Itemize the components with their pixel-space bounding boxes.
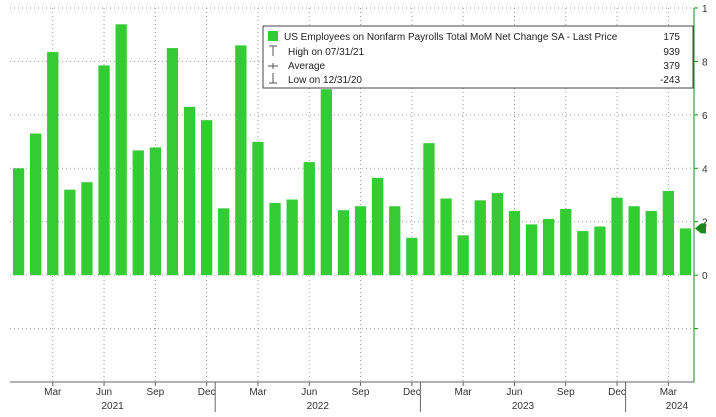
- x-tick-label: Dec: [198, 387, 216, 398]
- bar: [611, 197, 623, 276]
- axes: 0 2 4 6 8 1 Mar Jun Sep Dec Mar Jun Sep Dec Mar Jun Sep D…: [10, 4, 708, 412]
- bar: [543, 219, 555, 276]
- bar: [12, 168, 25, 276]
- bar: [354, 206, 367, 276]
- bar: [286, 199, 298, 276]
- bar: [525, 224, 538, 276]
- legend-average-label: Average: [288, 61, 326, 72]
- y-tick-label: 6: [702, 111, 708, 122]
- bar: [577, 231, 589, 276]
- last-price-marker: [695, 223, 706, 234]
- bar: [423, 143, 435, 276]
- legend-box: [262, 25, 694, 89]
- bar: [269, 203, 281, 276]
- bar: [508, 211, 521, 276]
- bars: [12, 24, 692, 276]
- bar: [115, 24, 127, 276]
- bar: [491, 193, 503, 276]
- y-tick-label: 1: [702, 4, 708, 15]
- legend: US Employees on Nonfarm Payrolls Total M…: [262, 25, 694, 89]
- x-tick-label: Mar: [455, 387, 473, 398]
- x-tick-label: Sep: [352, 387, 370, 398]
- legend-swatch: [268, 31, 278, 41]
- y-tick-label: 4: [702, 164, 708, 175]
- legend-last-price: 175: [663, 32, 680, 43]
- bar: [218, 208, 230, 276]
- average-marker-icon: [268, 63, 278, 69]
- bar: [64, 189, 76, 276]
- bar: [303, 162, 315, 276]
- bar: [166, 48, 179, 276]
- bar: [252, 141, 264, 276]
- x-tick-label: Mar: [249, 387, 267, 398]
- low-marker-icon: [269, 73, 277, 84]
- bar: [98, 65, 110, 276]
- legend-average-value: 379: [663, 61, 680, 72]
- bar: [474, 200, 486, 276]
- x-tick-label: Dec: [608, 387, 626, 398]
- bar: [440, 198, 452, 276]
- y-tick-label: 2: [702, 218, 708, 229]
- bar: [628, 206, 640, 276]
- bar: [81, 182, 93, 276]
- bar: [645, 211, 657, 276]
- legend-low-label: Low on 12/31/20: [288, 75, 362, 86]
- year-label: 2023: [512, 401, 535, 412]
- y-tick-label: 8: [702, 57, 708, 68]
- bar: [594, 226, 606, 276]
- bar: [149, 147, 161, 276]
- x-tick-label: Jun: [301, 387, 317, 398]
- bar: [662, 190, 674, 276]
- bar: [406, 237, 418, 276]
- bar: [183, 106, 196, 276]
- year-label: 2024: [666, 401, 689, 412]
- legend-high-label: High on 07/31/21: [288, 47, 365, 58]
- bar: [457, 235, 469, 276]
- legend-series-name: US Employees on Nonfarm Payrolls Total M…: [284, 32, 618, 43]
- bar: [679, 228, 692, 276]
- x-tick-label: Dec: [403, 387, 421, 398]
- bar: [132, 150, 144, 276]
- x-tick-label: Sep: [146, 387, 164, 398]
- year-label: 2021: [101, 401, 124, 412]
- bar: [372, 177, 384, 276]
- bar: [320, 89, 332, 276]
- x-tick-label: Jun: [96, 387, 112, 398]
- x-tick-label: Jun: [506, 387, 522, 398]
- bar: [389, 206, 401, 276]
- bar: [560, 208, 572, 276]
- y-tick-label: 0: [702, 271, 708, 282]
- x-tick-label: Sep: [557, 387, 575, 398]
- bar: [47, 52, 59, 276]
- legend-low-value: -243: [660, 75, 680, 86]
- bar: [201, 120, 213, 276]
- legend-high-value: 939: [663, 47, 680, 58]
- year-label: 2022: [307, 401, 330, 412]
- x-tick-label: Mar: [660, 387, 678, 398]
- high-marker-icon: [269, 45, 277, 56]
- bar: [235, 45, 247, 276]
- bar: [30, 133, 42, 276]
- x-tick-label: Mar: [44, 387, 62, 398]
- bar: [337, 210, 350, 276]
